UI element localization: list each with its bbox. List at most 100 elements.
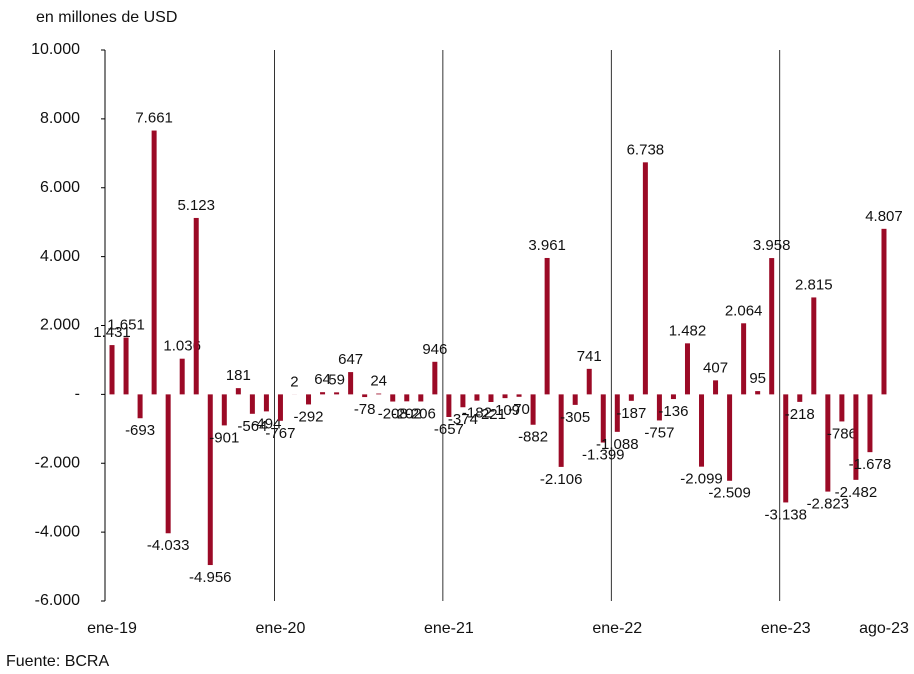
y-tick-label: 8.000	[40, 110, 80, 127]
value-label: -187	[616, 405, 646, 422]
x-tick-label: ene-22	[592, 620, 642, 637]
value-label: 59	[328, 371, 345, 388]
bar	[811, 297, 817, 395]
bar	[109, 345, 115, 395]
value-label: -786	[827, 425, 857, 442]
x-tick-label: ene-19	[87, 620, 137, 637]
bar	[277, 394, 283, 421]
value-label: -1.088	[596, 436, 639, 453]
bar	[193, 217, 199, 395]
bar	[853, 394, 859, 480]
value-label: -292	[294, 408, 324, 425]
bar	[432, 361, 438, 395]
value-label: -221	[476, 406, 506, 423]
value-label: -767	[265, 425, 295, 442]
value-label: 64	[314, 371, 331, 388]
bar	[741, 323, 747, 395]
y-tick-label: 2.000	[40, 317, 80, 334]
bar	[600, 394, 606, 443]
value-label: 181	[226, 367, 251, 384]
value-label: 4.807	[865, 208, 903, 225]
value-label: -202	[392, 405, 422, 422]
bar	[727, 394, 733, 481]
value-label: 2.815	[795, 276, 833, 293]
bar	[446, 394, 452, 418]
x-tick-label: ene-23	[761, 620, 811, 637]
value-label: -136	[658, 403, 688, 420]
bar	[867, 394, 873, 453]
bar	[783, 394, 789, 503]
value-label: -693	[125, 422, 155, 439]
x-tick-label: ene-20	[256, 620, 306, 637]
value-label: 1.431	[93, 324, 131, 341]
value-label: -2.482	[835, 484, 878, 501]
value-label: -2.509	[708, 485, 751, 502]
value-label: -109	[490, 402, 520, 419]
value-label: -4.956	[189, 569, 232, 586]
bar	[137, 394, 143, 419]
value-label: -70	[508, 401, 530, 418]
y-tick-label: -	[75, 386, 80, 403]
bar	[418, 394, 424, 402]
bar	[797, 394, 803, 402]
bar	[249, 394, 255, 414]
bar	[348, 372, 354, 395]
value-label: -882	[518, 429, 548, 446]
value-label: -78	[354, 401, 376, 418]
x-tick-label: ago-23	[859, 620, 909, 637]
value-label: 3.961	[528, 237, 566, 254]
bar	[221, 394, 227, 426]
bar	[755, 391, 761, 395]
value-label: 7.661	[135, 110, 173, 127]
value-label: 24	[370, 373, 387, 390]
bar	[376, 393, 382, 395]
bar	[544, 257, 550, 395]
bar	[586, 368, 592, 395]
value-label: -4.033	[147, 537, 190, 554]
bar	[769, 258, 775, 395]
bar	[320, 392, 326, 395]
value-label: 6.738	[627, 141, 665, 158]
value-label: -206	[406, 405, 436, 422]
bar	[362, 394, 368, 398]
bar	[656, 394, 662, 421]
value-label: -305	[560, 409, 590, 426]
bar	[642, 162, 648, 395]
bar	[825, 394, 831, 492]
bar	[713, 380, 719, 395]
value-label: -494	[251, 415, 281, 432]
source: Fuente: BCRA	[6, 653, 109, 670]
value-label: -218	[785, 406, 815, 423]
bar	[151, 130, 157, 395]
bar	[530, 394, 536, 425]
value-label: -2.099	[680, 471, 723, 488]
bar	[404, 394, 410, 402]
x-tick-label: ene-21	[424, 620, 474, 637]
value-label: 2.064	[725, 302, 763, 319]
bar	[334, 392, 340, 395]
bar	[123, 337, 129, 395]
value-label: -2.106	[540, 471, 583, 488]
value-label: -2.823	[807, 496, 850, 513]
bar	[488, 394, 494, 402]
value-label: -1.678	[849, 456, 892, 473]
value-label: -374	[448, 411, 478, 428]
bar	[614, 394, 620, 432]
value-label: 5.123	[177, 197, 215, 214]
bar	[558, 394, 564, 467]
y-tick-label: 10.000	[31, 41, 80, 58]
y-tick-label: 6.000	[40, 179, 80, 196]
bar	[179, 358, 185, 395]
value-label: -1.399	[582, 447, 625, 464]
value-label: 741	[577, 348, 602, 365]
bar	[306, 394, 312, 405]
bar	[165, 394, 171, 534]
value-label: 647	[338, 351, 363, 368]
bar	[516, 394, 522, 397]
value-label: -757	[644, 424, 674, 441]
bar	[628, 394, 634, 401]
value-label: -182	[462, 405, 492, 422]
bar	[684, 343, 690, 395]
bar	[699, 394, 705, 467]
value-label: -208	[378, 406, 408, 423]
